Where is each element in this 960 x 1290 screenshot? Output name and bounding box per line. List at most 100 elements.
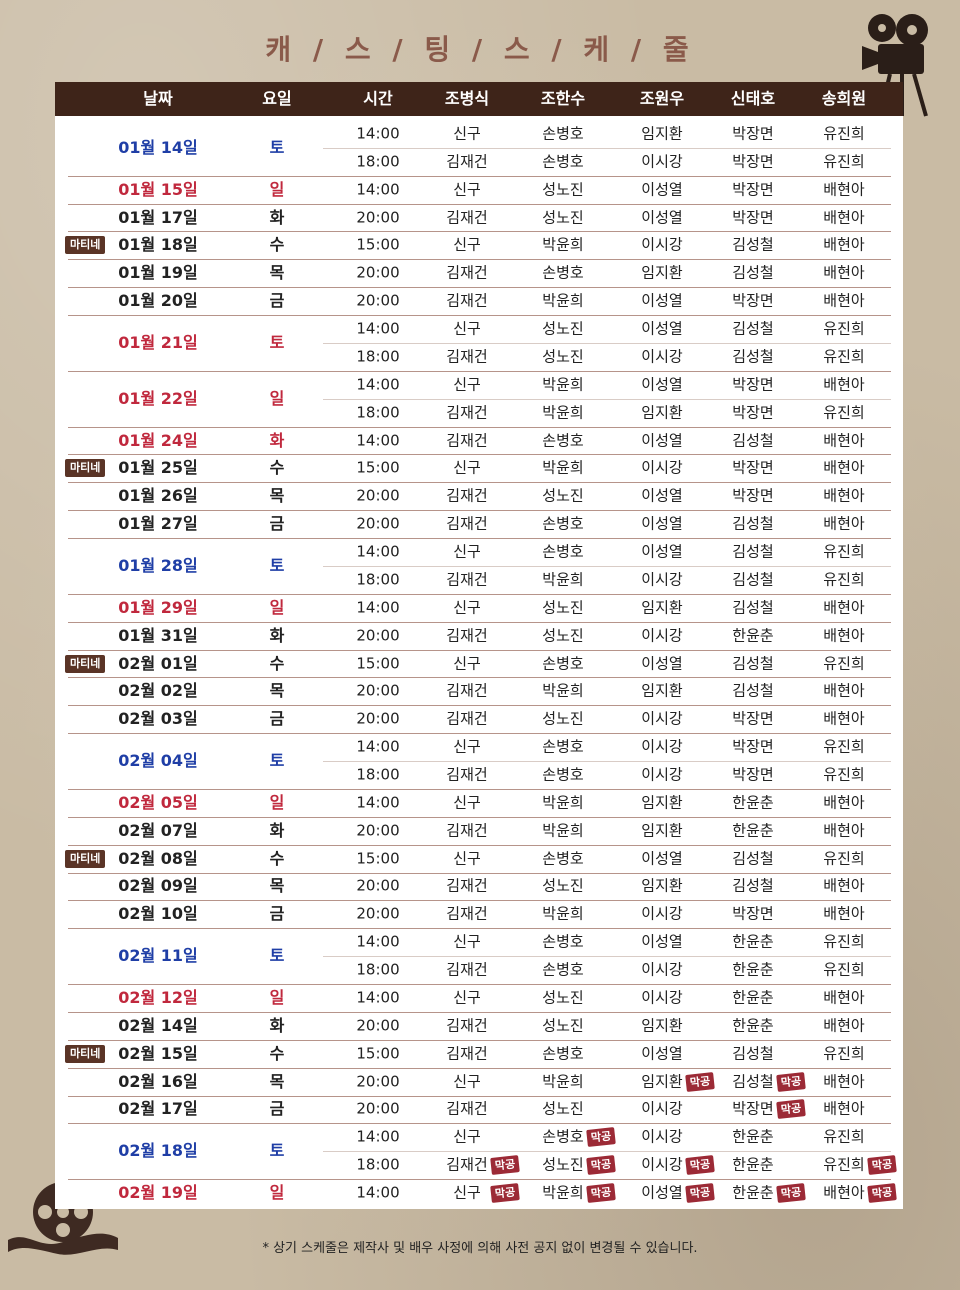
closing-badge: 막공 [586,1183,617,1203]
cast-cell: 박장면 [732,1099,774,1118]
weekday-cell: 토 [269,332,285,352]
cast-cell: 성노진 [542,180,584,199]
cast-cell: 배현아 [823,291,865,310]
cast-cell: 한윤춘 [732,1183,774,1202]
film-projector-icon [862,14,928,117]
cast-cell: 손병호 [542,431,584,450]
time-cell: 20:00 [356,709,400,728]
cast-cell: 김성철 [732,235,774,254]
cast-cell: 김성철 [732,598,774,617]
cast-cell: 유진희 [823,1044,865,1063]
cast-cell: 유진희 [823,654,865,672]
group-separator [68,1067,891,1069]
date-cell: 02월 16일 [118,1071,198,1091]
cast-cell: 유진희 [823,542,865,561]
cast-cell: 성노진 [542,486,584,505]
header-time: 시간 [363,89,393,108]
weekday-cell: 일 [269,792,285,812]
time-cell: 14:00 [356,431,400,450]
weekday-cell: 토 [269,751,285,771]
matinee-badge: 마티네 [65,849,106,868]
group-separator [68,482,891,484]
time-cell: 14:00 [356,932,400,951]
weekday-cell: 목 [269,1071,285,1091]
weekday-cell: 일 [269,597,285,617]
date-cell: 01월 28일 [118,555,198,575]
weekday-cell: 목 [269,263,285,283]
header-date: 날짜 [143,89,173,108]
cast-cell: 손병호 [542,765,584,784]
weekday-cell: 수 [269,848,285,868]
cast-cell: 성노진 [542,1099,584,1118]
weekday-cell: 금 [269,1099,285,1119]
weekday-cell: 금 [269,709,285,729]
header-cast-1: 조병식 [444,89,490,108]
cast-cell: 김성철 [732,431,774,450]
time-cell: 14:00 [356,542,400,561]
cast-cell: 이시강 [641,570,683,589]
group-separator [68,621,891,623]
time-cell: 14:00 [356,793,400,812]
group-separator [68,426,891,428]
cast-cell: 유진희 [823,570,865,589]
group-separator [68,984,891,986]
cast-cell: 박장면 [732,375,774,394]
cast-cell: 김재건 [446,152,488,171]
cast-cell: 김재건 [446,904,488,923]
time-cell: 14:00 [356,375,400,394]
cast-cell: 임지환 [641,876,683,895]
cast-cell: 임지환 [641,681,683,700]
cast-cell: 성노진 [542,626,584,645]
weekday-cell: 토 [269,137,285,157]
cast-cell: 이성열 [641,1183,683,1202]
cast-cell: 이시강 [641,458,683,477]
cast-cell: 유진희 [823,1155,865,1174]
time-cell: 20:00 [356,626,400,645]
cast-cell: 배현아 [823,235,865,254]
cast-cell: 배현아 [823,208,865,227]
page-title: 캐 / 스 / 팅 / 스 / 케 / 줄 [265,33,695,66]
cast-cell: 신구 [453,988,481,1007]
cast-cell: 김재건 [446,291,488,310]
cast-cell: 유진희 [823,347,865,366]
cast-cell: 박윤희 [542,403,584,422]
cast-cell: 박장면 [732,180,774,199]
cast-cell: 박윤희 [542,904,584,923]
cast-cell: 임지환 [641,1016,683,1035]
closing-badge: 막공 [490,1183,521,1203]
cast-cell: 배현아 [823,431,865,450]
time-cell: 18:00 [356,347,400,366]
cast-cell: 배현아 [823,486,865,505]
cast-cell: 배현아 [823,821,865,840]
cast-cell: 이성열 [641,932,683,951]
weekday-cell: 토 [269,1141,285,1161]
cast-cell: 손병호 [542,542,584,561]
cast-cell: 배현아 [823,793,865,812]
cast-cell: 신구 [453,458,481,477]
cast-cell: 신구 [453,1072,481,1091]
cast-cell: 배현아 [823,1016,865,1035]
cast-cell: 김재건 [446,876,488,895]
cast-cell: 이성열 [641,514,683,533]
cast-cell: 이시강 [641,347,683,366]
cast-cell: 이성열 [641,208,683,227]
time-cell: 15:00 [356,849,400,868]
cast-cell: 김재건 [446,347,488,366]
cast-cell: 성노진 [542,709,584,728]
cast-cell: 이성열 [641,486,683,505]
cast-cell: 이성열 [641,319,683,338]
group-separator [68,1123,891,1125]
cast-cell: 김재건 [446,208,488,227]
group-separator [68,1011,891,1013]
group-separator [68,733,891,735]
cast-cell: 손병호 [542,124,584,143]
cast-cell: 배현아 [823,681,865,700]
cast-cell: 박장면 [732,709,774,728]
time-cell: 18:00 [356,960,400,979]
cast-cell: 손병호 [542,1127,584,1146]
cast-cell: 이시강 [641,737,683,756]
cast-cell: 박윤희 [542,793,584,812]
group-separator [68,203,891,205]
time-cell: 14:00 [356,319,400,338]
date-cell: 02월 15일 [118,1043,198,1063]
